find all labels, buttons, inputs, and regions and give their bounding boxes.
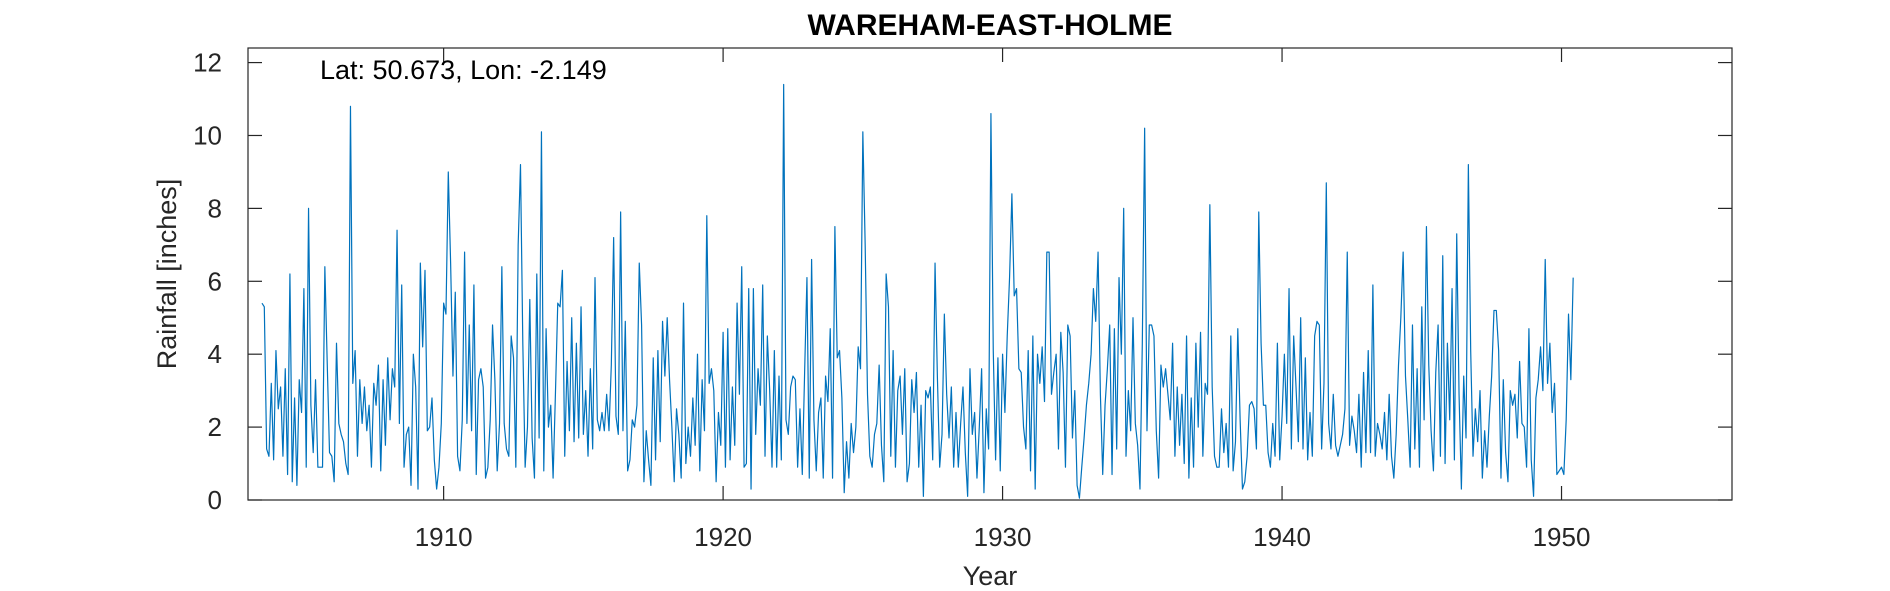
y-tick-label: 4 (208, 339, 222, 369)
y-tick-label: 8 (208, 193, 222, 223)
y-tick-label: 2 (208, 412, 222, 442)
y-tick-label: 12 (193, 48, 222, 78)
x-tick-label: 1920 (694, 522, 752, 552)
y-axis-label: Rainfall [inches] (152, 179, 182, 370)
x-axis-ticks: 1910 1920 1930 1940 1950 (415, 48, 1591, 552)
x-tick-label: 1910 (415, 522, 473, 552)
x-tick-label: 1940 (1253, 522, 1311, 552)
location-annotation: Lat: 50.673, Lon: -2.149 (320, 55, 607, 85)
rainfall-series-line (261, 83, 1574, 499)
y-tick-label: 6 (208, 266, 222, 296)
y-tick-label: 10 (193, 120, 222, 150)
x-tick-label: 1930 (974, 522, 1032, 552)
x-axis-label: Year (963, 561, 1018, 591)
chart-title: WAREHAM-EAST-HOLME (808, 9, 1173, 42)
x-tick-label: 1950 (1533, 522, 1591, 552)
plot-box (247, 47, 1733, 501)
y-tick-label: 0 (208, 485, 222, 515)
y-axis-ticks: 0 2 4 6 8 10 12 (193, 48, 1732, 515)
